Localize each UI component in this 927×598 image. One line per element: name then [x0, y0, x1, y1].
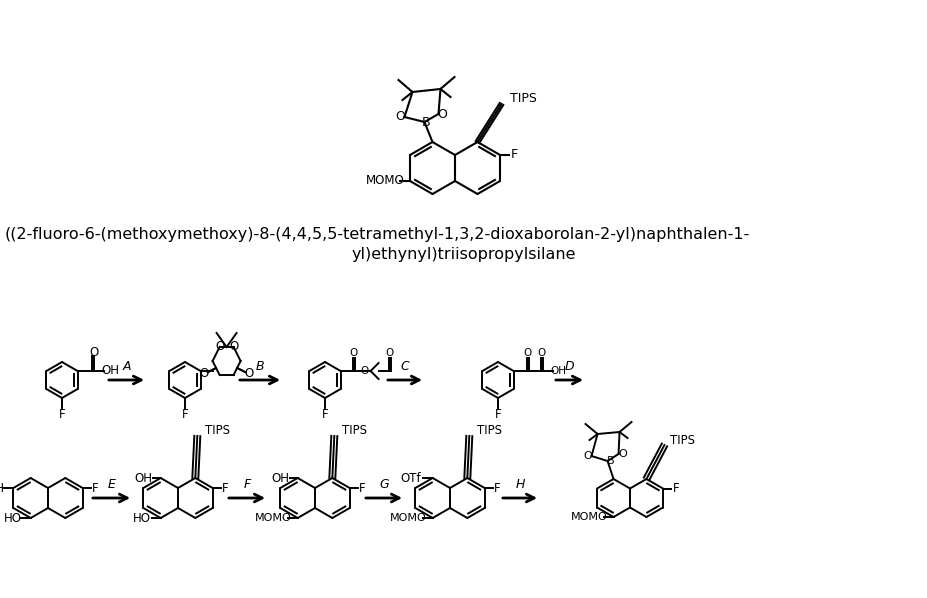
Text: OH: OH — [550, 366, 566, 376]
Text: OTf: OTf — [400, 471, 421, 484]
Text: O: O — [617, 449, 627, 459]
Text: F: F — [243, 478, 250, 491]
Text: O: O — [215, 340, 224, 353]
Text: OH: OH — [134, 471, 153, 484]
Text: O: O — [199, 367, 209, 380]
Text: MOMO: MOMO — [390, 513, 426, 523]
Text: MOMO: MOMO — [570, 512, 607, 522]
Text: G: G — [379, 478, 388, 491]
Text: O: O — [523, 348, 531, 358]
Text: F: F — [92, 481, 99, 495]
Text: B: B — [422, 115, 430, 129]
Text: TIPS: TIPS — [205, 425, 230, 438]
Text: OH: OH — [272, 471, 289, 484]
Text: F: F — [672, 482, 679, 495]
Text: O: O — [395, 111, 405, 124]
Text: TIPS: TIPS — [669, 434, 694, 447]
Text: O: O — [360, 366, 368, 376]
Text: C: C — [400, 360, 409, 373]
Text: O: O — [244, 367, 253, 380]
Text: ((2-fluoro-6-(methoxymethoxy)-8-(4,4,5,5-tetramethyl-1,3,2-dioxaborolan-2-yl)nap: ((2-fluoro-6-(methoxymethoxy)-8-(4,4,5,5… — [5, 227, 750, 243]
Text: TIPS: TIPS — [510, 91, 537, 105]
Text: TIPS: TIPS — [476, 425, 502, 438]
Text: H: H — [514, 478, 524, 491]
Text: F: F — [222, 481, 229, 495]
Text: HO: HO — [4, 512, 21, 526]
Text: D: D — [564, 360, 574, 373]
Text: A: A — [122, 360, 131, 373]
Text: F: F — [182, 407, 188, 420]
Text: F: F — [510, 148, 517, 161]
Text: yl)ethynyl)triisopropylsilane: yl)ethynyl)triisopropylsilane — [351, 246, 576, 261]
Text: TIPS: TIPS — [341, 425, 366, 438]
Text: B: B — [256, 360, 264, 373]
Text: F: F — [494, 481, 501, 495]
Text: MOMO: MOMO — [255, 513, 292, 523]
Text: MOMO: MOMO — [365, 175, 404, 188]
Text: OH: OH — [101, 365, 120, 377]
Text: E: E — [108, 478, 115, 491]
Text: O: O — [349, 348, 357, 358]
Text: O: O — [89, 346, 98, 359]
Text: F: F — [322, 407, 328, 420]
Text: OH: OH — [0, 481, 5, 495]
Text: HO: HO — [133, 511, 150, 524]
Text: O: O — [385, 348, 393, 358]
Text: F: F — [359, 481, 365, 495]
Text: O: O — [582, 451, 591, 461]
Text: F: F — [494, 407, 501, 420]
Text: F: F — [58, 407, 65, 420]
Text: O: O — [229, 340, 238, 353]
Text: O: O — [537, 348, 545, 358]
Text: B: B — [606, 456, 614, 466]
Text: O: O — [437, 108, 447, 121]
